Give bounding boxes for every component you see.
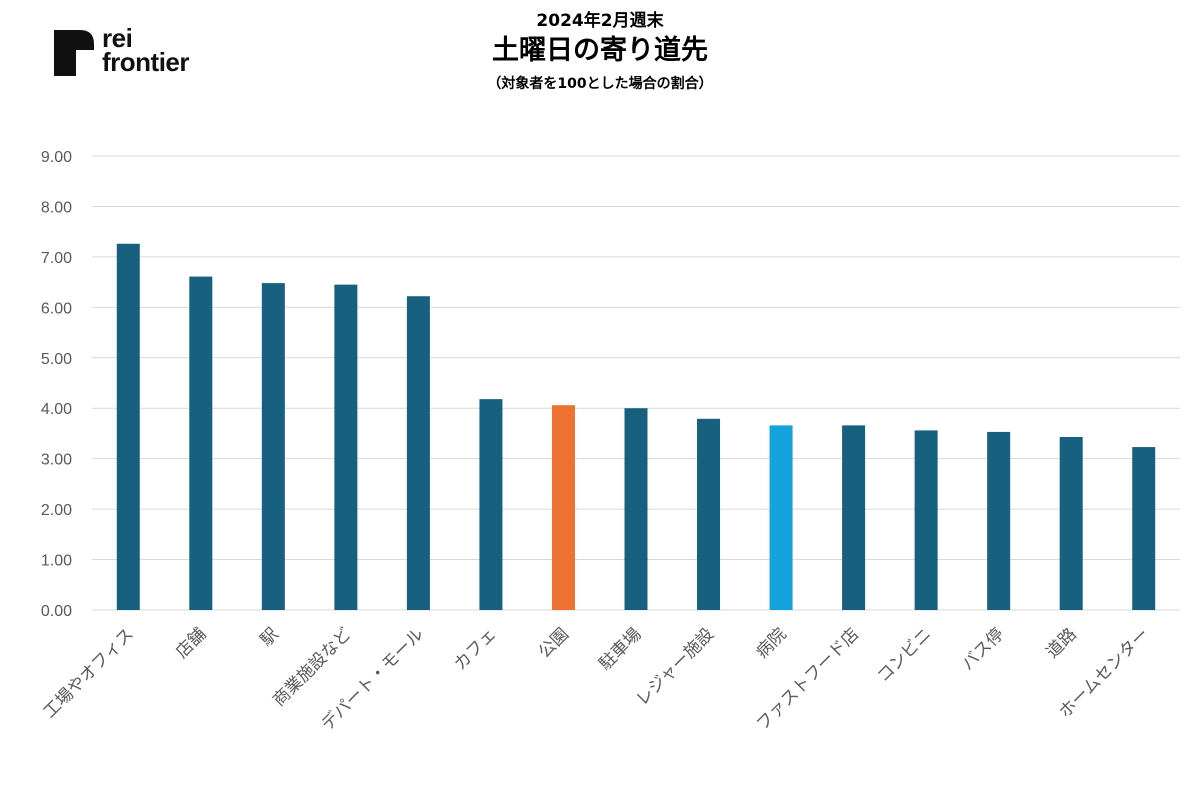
bar bbox=[551, 405, 575, 610]
y-tick-label: 5.00 bbox=[41, 351, 72, 368]
y-tick-label: 9.00 bbox=[41, 149, 72, 166]
y-tick-label: 6.00 bbox=[41, 300, 72, 317]
logo-wordmark: rei frontier bbox=[102, 23, 190, 77]
bar bbox=[261, 283, 285, 610]
x-tick-label: レジャー施設 bbox=[632, 624, 718, 710]
y-tick-label: 4.00 bbox=[41, 401, 72, 418]
x-tick-label: カフェ bbox=[450, 624, 500, 674]
x-tick-label: 公園 bbox=[535, 624, 573, 662]
logo-line-1: rei bbox=[102, 23, 133, 53]
logo-mark-icon bbox=[54, 30, 94, 76]
chart-period: 2024年2月週末 bbox=[536, 11, 664, 31]
bar bbox=[842, 425, 866, 610]
x-tick-label: 店舗 bbox=[172, 624, 210, 662]
bar bbox=[1059, 436, 1083, 610]
x-tick-label: 病院 bbox=[752, 624, 790, 662]
y-tick-label: 8.00 bbox=[41, 199, 72, 216]
y-tick-label: 1.00 bbox=[41, 553, 72, 570]
bar bbox=[769, 425, 793, 610]
bar bbox=[1132, 447, 1156, 610]
bars bbox=[116, 243, 1156, 611]
bar bbox=[479, 399, 503, 610]
y-tick-label: 2.00 bbox=[41, 502, 72, 519]
x-tick-label: バス停 bbox=[958, 624, 1008, 674]
y-axis-ticks: 0.00 1.00 2.00 3.00 4.00 5.00 6.00 7.00 8.00 9.00 bbox=[41, 149, 72, 620]
x-tick-label: 工場やオフィス bbox=[40, 624, 138, 722]
x-tick-label: 道路 bbox=[1043, 624, 1081, 662]
chart-subtitle: （対象者を100とした場合の割合） bbox=[487, 76, 713, 92]
y-tick-label: 7.00 bbox=[41, 250, 72, 267]
bar bbox=[334, 284, 358, 610]
brand-logo: rei frontier bbox=[54, 23, 190, 77]
chart-title: 土曜日の寄り道先 bbox=[492, 35, 708, 66]
x-tick-label: 駅 bbox=[257, 624, 283, 650]
x-tick-label: 駐車場 bbox=[595, 624, 645, 674]
bar bbox=[697, 418, 721, 610]
chart-titles: 2024年2月週末 土曜日の寄り道先 （対象者を100とした場合の割合） bbox=[0, 10, 1200, 95]
logo-line-2: frontier bbox=[102, 47, 190, 77]
bar bbox=[406, 296, 430, 610]
bar bbox=[624, 408, 648, 610]
bar bbox=[189, 276, 213, 610]
y-tick-label: 0.00 bbox=[41, 603, 72, 620]
x-tick-label: コンビニ bbox=[873, 624, 935, 686]
bar bbox=[987, 431, 1011, 610]
bar bbox=[914, 430, 938, 610]
bar bbox=[116, 243, 140, 611]
y-tick-label: 3.00 bbox=[41, 452, 72, 469]
